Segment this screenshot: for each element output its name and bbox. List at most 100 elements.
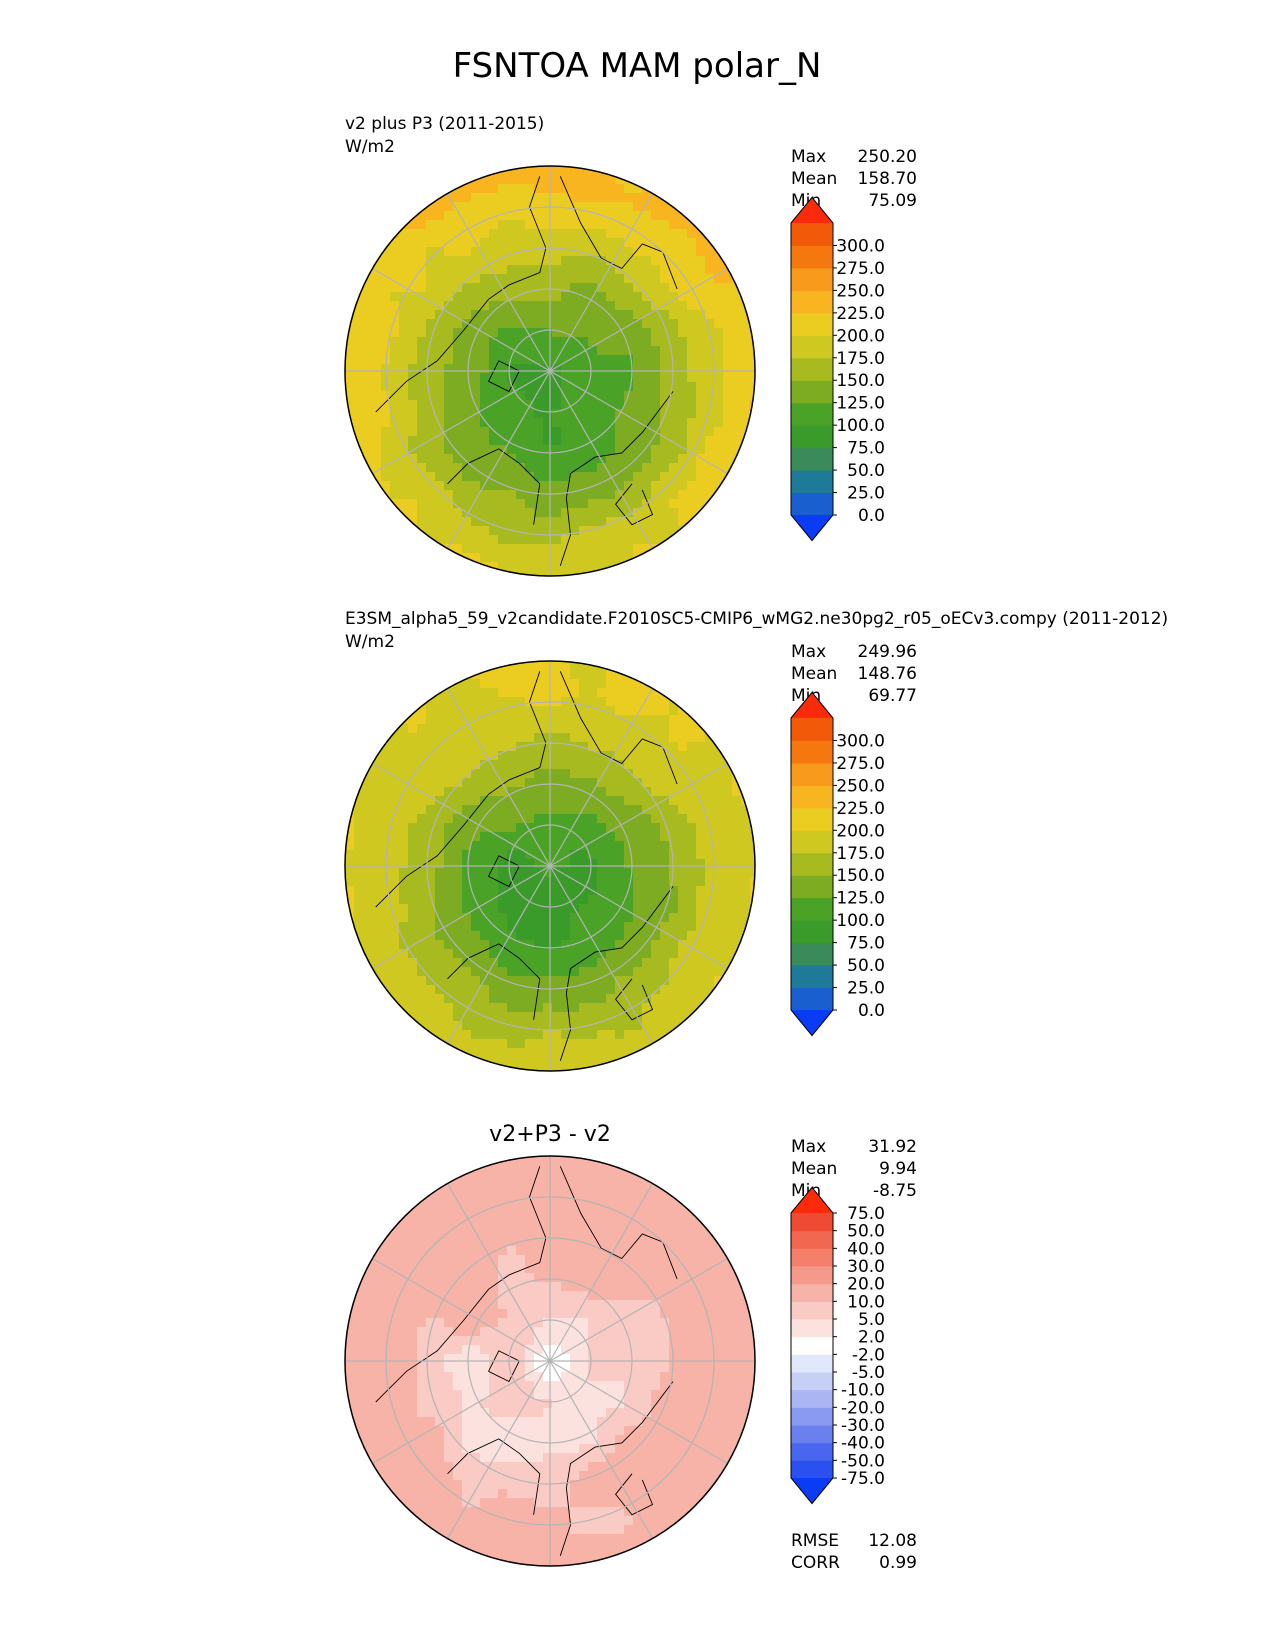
map-cell xyxy=(426,247,436,257)
map-cell xyxy=(633,742,643,752)
map-cell xyxy=(471,166,481,176)
map-cell xyxy=(426,328,436,338)
panel-2-colorbar: 0.025.050.075.0100.0125.0150.0175.0200.0… xyxy=(790,691,885,1037)
colorbar-extend-max xyxy=(791,197,833,223)
map-cell xyxy=(705,859,715,869)
map-cell xyxy=(507,346,517,356)
map-cell xyxy=(345,823,355,833)
map-cell xyxy=(714,364,724,374)
map-cell xyxy=(363,454,373,464)
map-cell xyxy=(597,1048,607,1058)
map-cell xyxy=(516,1426,526,1436)
map-cell xyxy=(597,481,607,491)
map-cell xyxy=(426,1354,436,1364)
map-cell xyxy=(732,265,742,275)
map-cell xyxy=(705,346,715,356)
map-cell xyxy=(624,364,634,374)
map-cell xyxy=(552,1327,562,1337)
map-cell xyxy=(642,1372,652,1382)
map-cell xyxy=(723,1291,733,1301)
map-cell xyxy=(435,238,445,248)
map-cell xyxy=(525,1426,535,1436)
map-cell xyxy=(579,175,589,185)
map-cell xyxy=(543,400,553,410)
map-cell xyxy=(615,1012,625,1022)
map-cell xyxy=(417,1264,427,1274)
map-cell xyxy=(615,391,625,401)
map-cell xyxy=(633,1372,643,1382)
map-cell xyxy=(498,499,508,509)
map-cell xyxy=(372,832,382,842)
map-cell xyxy=(489,1318,499,1328)
map-cell xyxy=(480,238,490,248)
map-cell xyxy=(678,778,688,788)
map-cell xyxy=(462,922,472,932)
map-cell xyxy=(588,841,598,851)
map-cell xyxy=(399,751,409,761)
map-cell xyxy=(552,1354,562,1364)
map-cell xyxy=(732,913,742,923)
map-cell xyxy=(633,1210,643,1220)
map-cell xyxy=(669,1417,679,1427)
map-cell xyxy=(714,931,724,941)
map-cell xyxy=(606,436,616,446)
colorbar-segment xyxy=(791,335,833,359)
map-cell xyxy=(507,1354,517,1364)
map-cell xyxy=(669,688,679,698)
map-cell xyxy=(588,418,598,428)
map-cell xyxy=(417,922,427,932)
map-cell xyxy=(570,1390,580,1400)
map-cell xyxy=(507,409,517,419)
map-cell xyxy=(696,1363,706,1373)
map-cell xyxy=(525,877,535,887)
map-cell xyxy=(606,1417,616,1427)
map-cell xyxy=(507,1228,517,1238)
map-cell xyxy=(732,310,742,320)
map-cell xyxy=(498,481,508,491)
map-cell xyxy=(543,1291,553,1301)
map-cell xyxy=(579,463,589,473)
map-cell xyxy=(408,868,418,878)
map-cell xyxy=(462,850,472,860)
map-cell xyxy=(480,886,490,896)
map-cell xyxy=(489,319,499,329)
panel-1-gridlines xyxy=(345,166,755,576)
map-cell xyxy=(660,1201,670,1211)
map-cell xyxy=(669,931,679,941)
map-cell xyxy=(462,1372,472,1382)
map-cell xyxy=(489,436,499,446)
map-cell xyxy=(480,301,490,311)
map-cell xyxy=(606,1255,616,1265)
map-cell xyxy=(552,1363,562,1373)
map-cell xyxy=(462,742,472,752)
map-cell xyxy=(570,1291,580,1301)
map-cell xyxy=(498,895,508,905)
map-cell xyxy=(579,328,589,338)
map-cell xyxy=(471,517,481,527)
map-cell xyxy=(669,1336,679,1346)
map-cell xyxy=(624,544,634,554)
map-cell xyxy=(552,220,562,230)
map-cell xyxy=(660,796,670,806)
map-cell xyxy=(534,382,544,392)
map-cell xyxy=(606,409,616,419)
map-cell xyxy=(651,1012,661,1022)
map-cell xyxy=(588,1165,598,1175)
map-cell xyxy=(687,967,697,977)
map-cell xyxy=(453,364,463,374)
map-cell xyxy=(552,166,562,176)
map-cell xyxy=(426,355,436,365)
map-cell xyxy=(732,319,742,329)
map-cell xyxy=(525,1435,535,1445)
map-cell xyxy=(471,1030,481,1040)
map-cell xyxy=(723,742,733,752)
map-cell xyxy=(624,715,634,725)
map-cell xyxy=(525,490,535,500)
map-cell xyxy=(462,328,472,338)
map-cell xyxy=(534,859,544,869)
map-cell xyxy=(741,778,751,788)
map-cell xyxy=(399,472,409,482)
map-cell xyxy=(651,481,661,491)
map-cell xyxy=(561,877,571,887)
map-cell xyxy=(426,949,436,959)
